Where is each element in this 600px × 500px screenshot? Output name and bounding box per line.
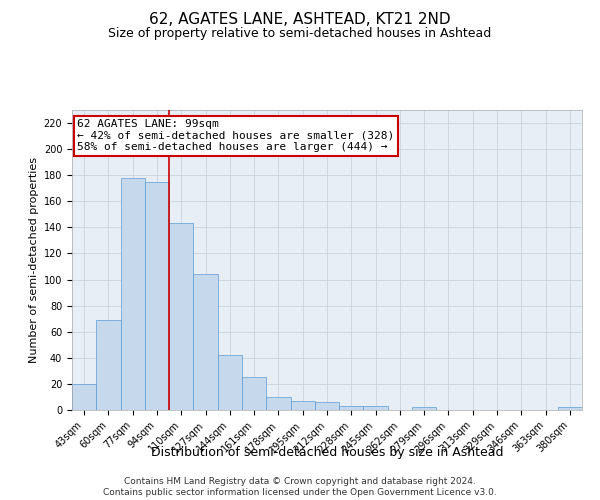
Text: Contains HM Land Registry data © Crown copyright and database right 2024.: Contains HM Land Registry data © Crown c… xyxy=(124,476,476,486)
Bar xyxy=(145,182,169,410)
Bar xyxy=(72,384,96,410)
Bar xyxy=(315,402,339,410)
Text: 62 AGATES LANE: 99sqm
← 42% of semi-detached houses are smaller (328)
58% of sem: 62 AGATES LANE: 99sqm ← 42% of semi-deta… xyxy=(77,119,394,152)
Text: 62, AGATES LANE, ASHTEAD, KT21 2ND: 62, AGATES LANE, ASHTEAD, KT21 2ND xyxy=(149,12,451,28)
Bar xyxy=(242,378,266,410)
Bar xyxy=(218,355,242,410)
Bar xyxy=(412,408,436,410)
Bar xyxy=(266,397,290,410)
Bar xyxy=(96,320,121,410)
Y-axis label: Number of semi-detached properties: Number of semi-detached properties xyxy=(29,157,40,363)
Bar xyxy=(169,224,193,410)
Bar xyxy=(193,274,218,410)
Text: Size of property relative to semi-detached houses in Ashtead: Size of property relative to semi-detach… xyxy=(109,28,491,40)
Bar xyxy=(364,406,388,410)
Bar xyxy=(121,178,145,410)
Text: Contains public sector information licensed under the Open Government Licence v3: Contains public sector information licen… xyxy=(103,488,497,497)
Bar xyxy=(339,406,364,410)
Text: Distribution of semi-detached houses by size in Ashtead: Distribution of semi-detached houses by … xyxy=(151,446,503,459)
Bar xyxy=(290,401,315,410)
Bar xyxy=(558,408,582,410)
